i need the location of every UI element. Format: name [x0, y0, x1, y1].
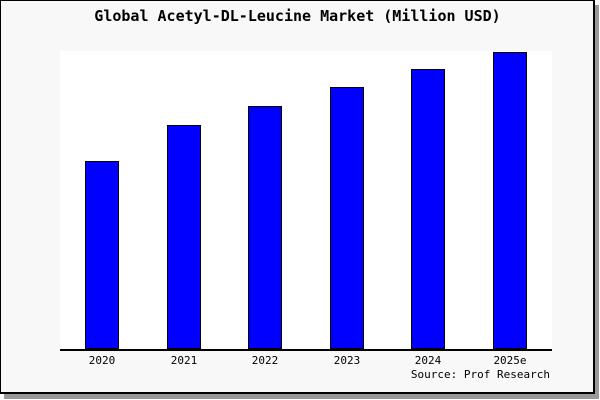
bar-2025e — [493, 52, 527, 349]
bar-2023 — [330, 87, 364, 349]
bar-2021 — [167, 125, 201, 349]
chart-title: Global Acetyl-DL-Leucine Market (Million… — [94, 7, 501, 25]
source-credit: Source: Prof Research — [410, 368, 550, 381]
plot-area — [60, 51, 552, 351]
bar-2022 — [248, 106, 282, 349]
bar-2020 — [85, 161, 119, 349]
bar-2024 — [411, 69, 445, 349]
